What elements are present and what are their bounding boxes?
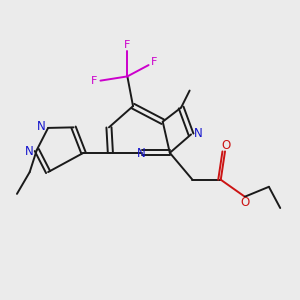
Text: F: F <box>124 40 130 50</box>
Text: F: F <box>91 76 98 85</box>
Text: N: N <box>194 127 203 140</box>
Text: O: O <box>221 139 230 152</box>
Text: F: F <box>151 57 158 67</box>
Text: N: N <box>25 145 34 158</box>
Text: N: N <box>37 120 45 133</box>
Text: N: N <box>137 147 146 160</box>
Text: O: O <box>241 196 250 209</box>
